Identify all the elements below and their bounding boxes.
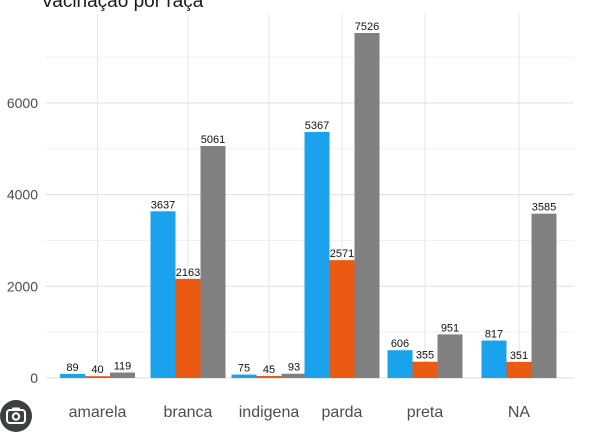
google-lens-icon[interactable]	[0, 400, 32, 432]
bar	[506, 361, 532, 378]
y-tick-label: 2000	[7, 278, 38, 294]
bars	[60, 33, 557, 378]
data-label: 3637	[151, 199, 175, 211]
bar	[304, 131, 330, 378]
bar	[531, 213, 557, 378]
data-label: 89	[66, 362, 78, 374]
data-label: 5061	[201, 134, 225, 146]
y-tick-label: 6000	[7, 95, 38, 111]
data-label: 45	[263, 364, 275, 376]
x-tick-label: preta	[407, 404, 444, 421]
y-tick-label: 4000	[7, 187, 38, 203]
x-axis: amarela branca indigena parda preta NA	[69, 404, 531, 421]
x-tick-label: amarela	[69, 404, 127, 421]
data-label: 40	[91, 364, 103, 376]
bar	[175, 278, 201, 378]
data-label: 5367	[305, 120, 329, 132]
data-label: 75	[238, 363, 250, 375]
data-label: 817	[485, 329, 503, 341]
bar	[412, 361, 438, 378]
bar	[354, 33, 380, 378]
bar	[281, 373, 307, 378]
bar	[85, 376, 110, 378]
data-label: 3585	[532, 202, 556, 214]
bar	[231, 374, 257, 378]
x-tick-label: indigena	[239, 404, 300, 421]
bar	[329, 260, 355, 378]
data-labels: 89 40 119 3637 2163 5061 75 45 93 5367 2571 7526 606…	[66, 21, 556, 376]
bar	[481, 340, 507, 378]
data-label: 606	[391, 338, 409, 350]
data-label: 351	[510, 350, 528, 362]
x-tick-label: branca	[164, 404, 213, 421]
data-label: 2163	[176, 267, 200, 279]
x-tick-label: parda	[322, 404, 363, 421]
data-label: 7526	[355, 21, 379, 33]
data-label: 2571	[330, 248, 354, 260]
bar	[60, 373, 85, 378]
chart-title: Vacinação por raça	[41, 0, 204, 12]
bar	[437, 334, 463, 378]
data-label: 119	[114, 361, 132, 373]
bar	[110, 372, 135, 378]
bar	[387, 350, 413, 378]
y-axis: 0 2000 4000 6000	[7, 95, 38, 386]
y-tick-label: 0	[30, 370, 38, 386]
bar	[200, 145, 226, 378]
bar	[150, 211, 176, 378]
x-tick-label: NA	[508, 404, 531, 421]
data-label: 951	[441, 322, 459, 334]
bar	[256, 375, 282, 378]
data-label: 355	[416, 350, 434, 362]
data-label: 93	[288, 362, 300, 374]
